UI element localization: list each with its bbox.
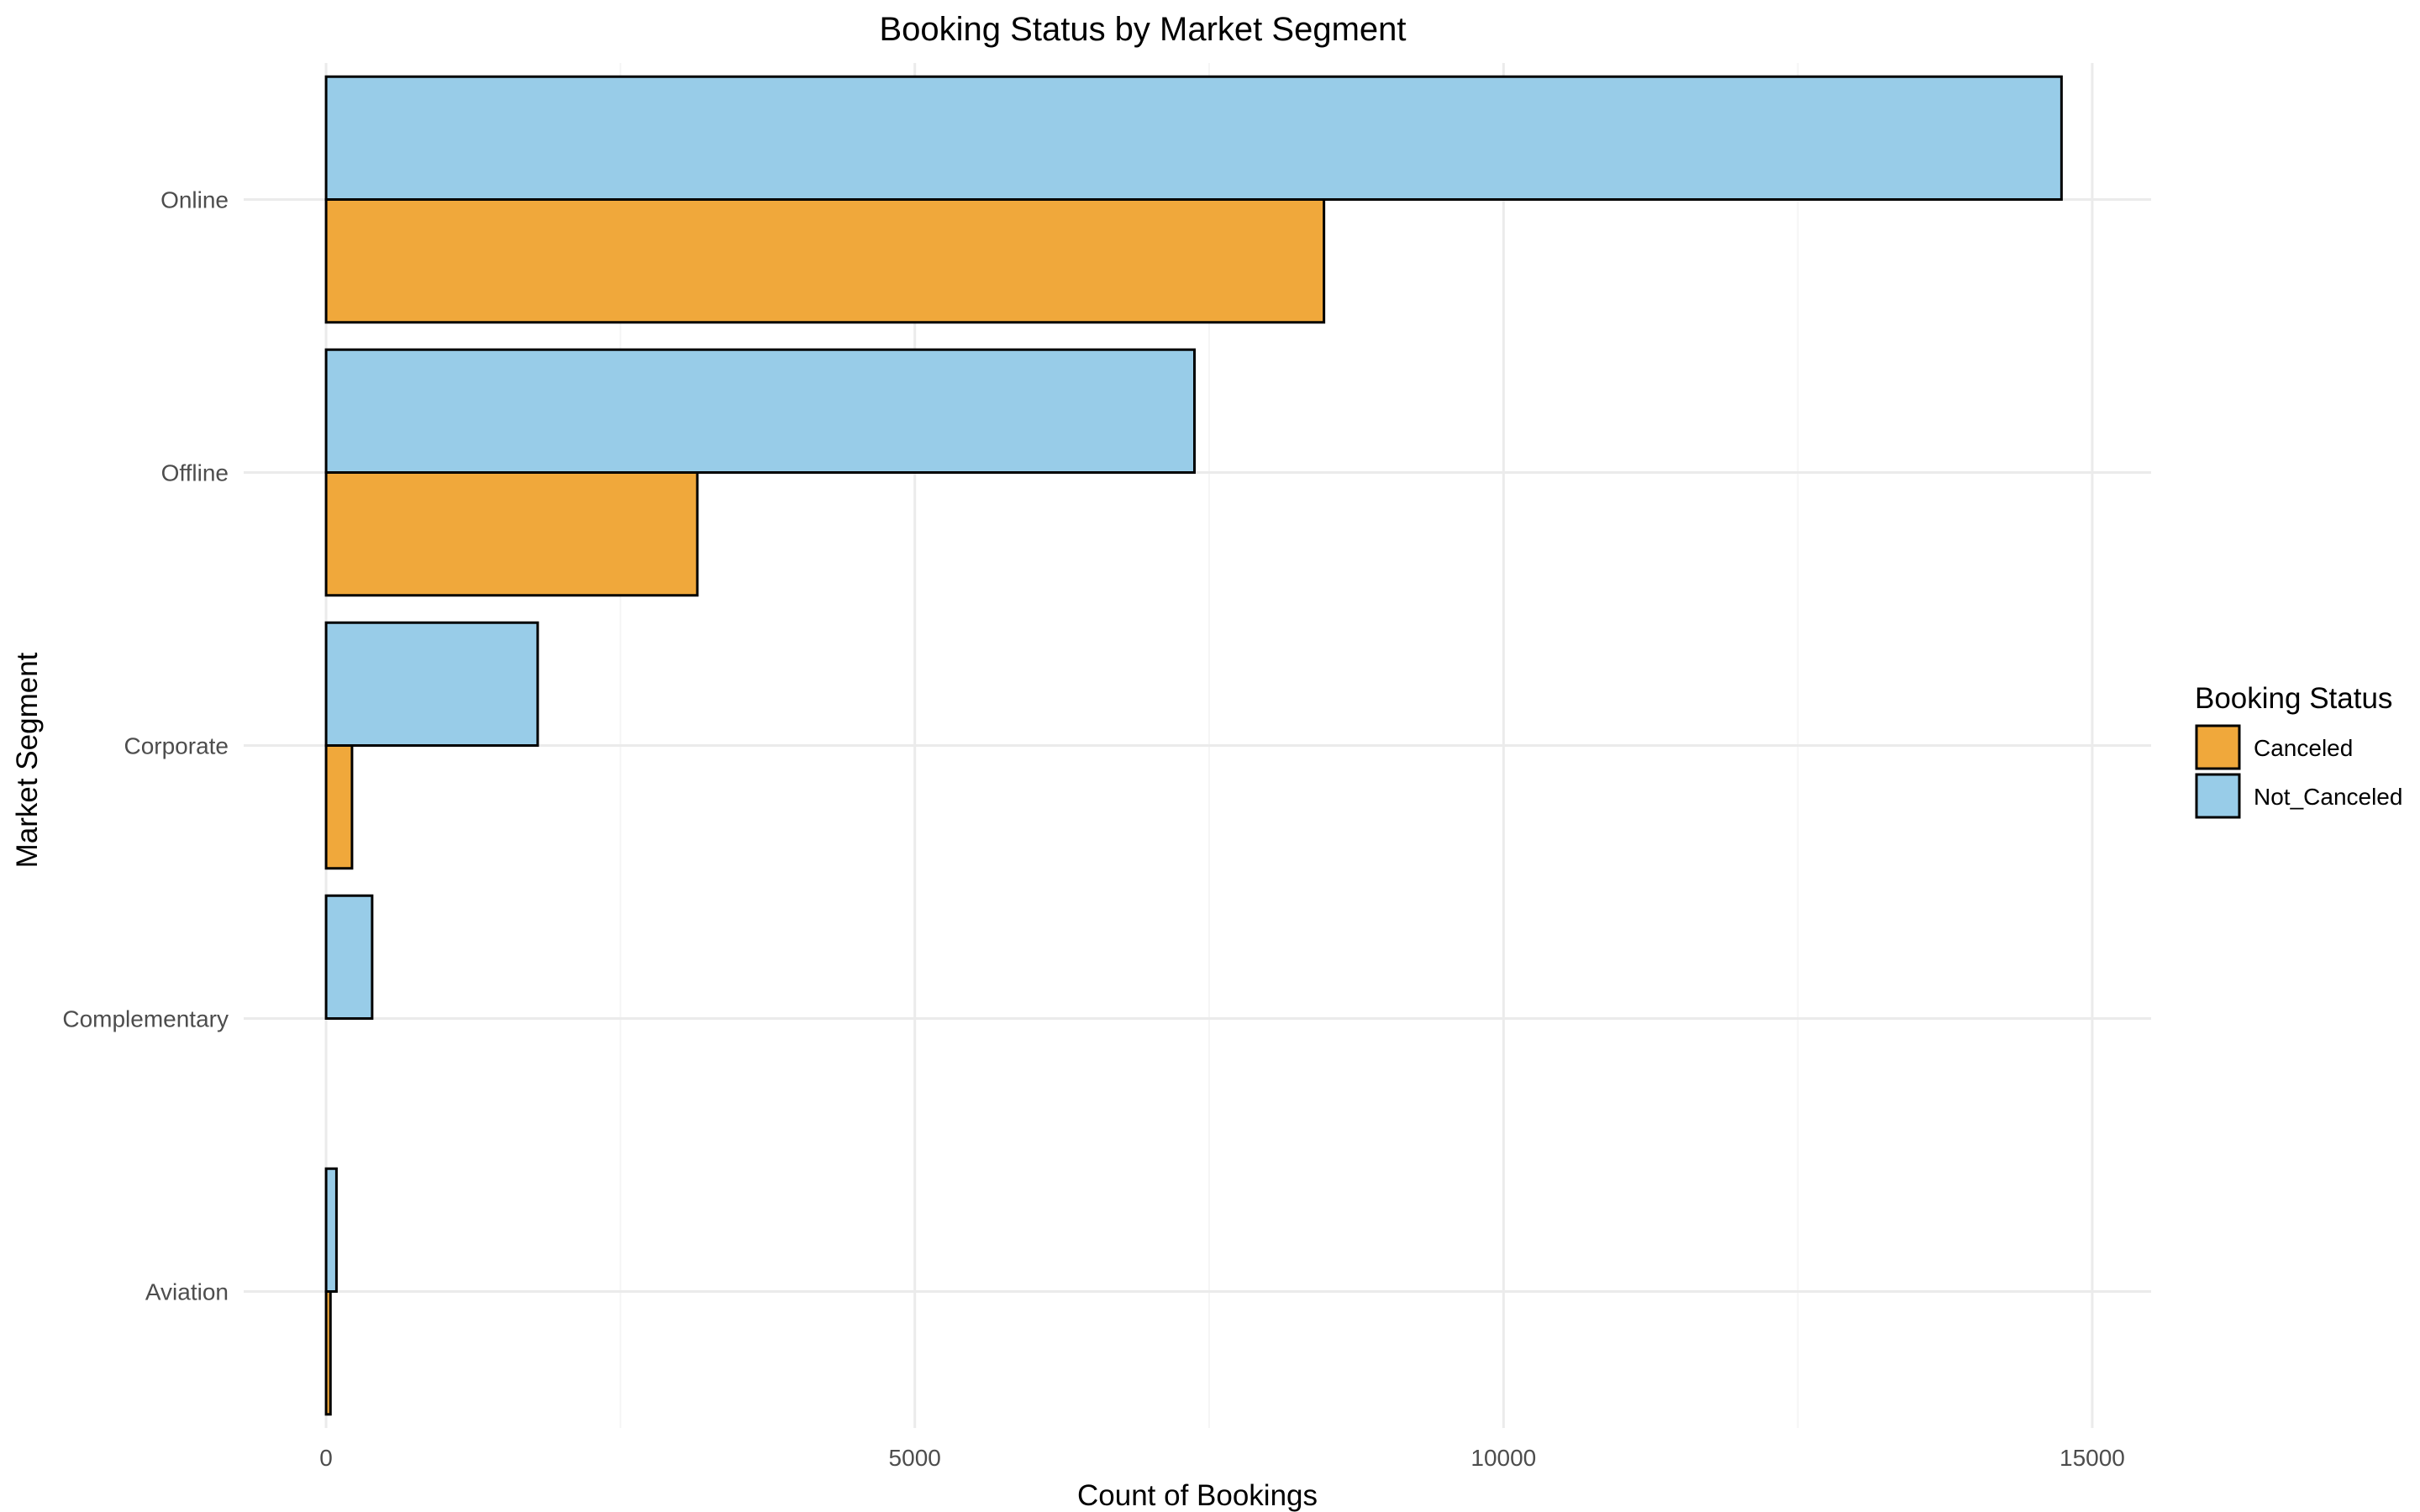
bar-not-canceled-offline [324, 348, 1196, 474]
x-tick-label: 10000 [1470, 1445, 1536, 1471]
legend-key-not-canceled [2195, 773, 2241, 819]
bar-canceled-aviation [324, 1290, 332, 1416]
legend: Booking Status Canceled Not_Canceled [2195, 682, 2402, 819]
x-tick-label: 0 [319, 1445, 333, 1471]
bar-not-canceled-corporate [324, 621, 539, 747]
bar-canceled-corporate [324, 744, 354, 870]
legend-key-canceled [2195, 724, 2241, 770]
chart-title: Booking Status by Market Segment [880, 11, 1407, 48]
bar-not-canceled-online [324, 75, 2063, 201]
legend-label-not-canceled: Not_Canceled [2254, 784, 2402, 810]
y-tick-label: Offline [161, 460, 229, 486]
bar-canceled-online [324, 198, 1326, 324]
x-tick-label: 5000 [889, 1445, 941, 1471]
bars [324, 75, 2063, 1416]
y-tick-label: Corporate [124, 733, 229, 759]
legend-title: Booking Status [2195, 682, 2392, 715]
y-tick-label: Complementary [62, 1006, 229, 1032]
y-axis-title: Market Segment [11, 652, 44, 868]
bar-canceled-offline [324, 471, 699, 597]
y-tick-label: Online [160, 187, 229, 213]
bar-not-canceled-complementary [324, 894, 374, 1020]
bar-not-canceled-aviation [324, 1167, 338, 1293]
x-tick-label: 15000 [2060, 1445, 2125, 1471]
axes: 0 5000 10000 15000 Aviation Complementary Corp… [62, 187, 2125, 1472]
legend-label-canceled: Canceled [2254, 735, 2353, 761]
x-axis-title: Count of Bookings [1077, 1479, 1318, 1512]
y-tick-label: Aviation [145, 1279, 229, 1305]
